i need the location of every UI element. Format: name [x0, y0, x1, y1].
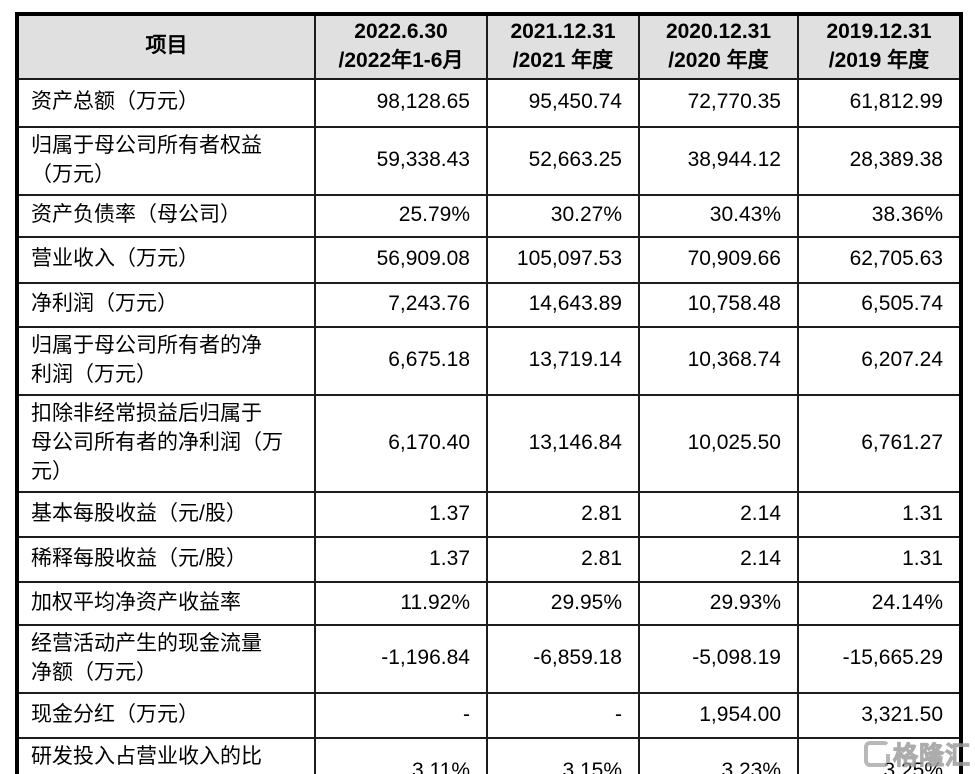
cell-value: 2.14 — [638, 490, 799, 538]
cell-value: 105,097.53 — [486, 235, 640, 284]
cell-value: 6,207.24 — [797, 325, 962, 396]
cell-value: - — [314, 691, 488, 739]
row-label: 基本每股收益（元/股） — [16, 490, 316, 538]
row-label: 研发投入占营业收入的比 例 — [16, 736, 316, 774]
cell-value: 7,243.76 — [314, 281, 488, 328]
cell-value: 3,321.50 — [797, 691, 962, 739]
cell-value: -15,665.29 — [797, 623, 962, 694]
cell-value: 6,505.74 — [797, 281, 962, 328]
cell-value: 14,643.89 — [486, 281, 640, 328]
cell-value: 1.37 — [314, 535, 488, 583]
table-row-net-profit: 净利润（万元） 7,243.76 14,643.89 10,758.48 6,5… — [16, 281, 962, 328]
cell-value: 1.31 — [797, 535, 962, 583]
table-row-parent-net-profit: 归属于母公司所有者的净 利润（万元） 6,675.18 13,719.14 10… — [16, 325, 962, 396]
row-label: 资产负债率（母公司） — [16, 193, 316, 238]
table-row-cash-dividend: 现金分红（万元） - - 1,954.00 3,321.50 — [16, 691, 962, 739]
table-row-parent-equity: 归属于母公司所有者权益 （万元） 59,338.43 52,663.25 38,… — [16, 125, 962, 196]
cell-value: 38,944.12 — [638, 125, 799, 196]
cell-value: 3.15% — [486, 736, 640, 774]
cell-value: 25.79% — [314, 193, 488, 238]
cell-value: 30.43% — [638, 193, 799, 238]
row-label: 归属于母公司所有者权益 （万元） — [16, 125, 316, 196]
row-label: 现金分红（万元） — [16, 691, 316, 739]
table-row-diluted-eps: 稀释每股收益（元/股） 1.37 2.81 2.14 1.31 — [16, 535, 962, 583]
cell-value: 6,170.40 — [314, 393, 488, 493]
table-row-basic-eps: 基本每股收益（元/股） 1.37 2.81 2.14 1.31 — [16, 490, 962, 538]
cell-value: 1.31 — [797, 490, 962, 538]
table-row-deducted-net-profit: 扣除非经常损益后归属于 母公司所有者的净利润（万 元） 6,170.40 13,… — [16, 393, 962, 493]
column-header-period-2022h1: 2022.6.30 /2022年1-6月 — [314, 13, 488, 80]
cell-value: 38.36% — [797, 193, 962, 238]
cell-value: 52,663.25 — [486, 125, 640, 196]
cell-value: 6,675.18 — [314, 325, 488, 396]
row-label: 营业收入（万元） — [16, 235, 316, 284]
cell-value: 13,146.84 — [486, 393, 640, 493]
cell-value: 29.95% — [486, 580, 640, 626]
table-row-total-assets: 资产总额（万元） 98,128.65 95,450.74 72,770.35 6… — [16, 77, 962, 128]
cell-value: -5,098.19 — [638, 623, 799, 694]
cell-value: 30.27% — [486, 193, 640, 238]
table-row-weighted-roe: 加权平均净资产收益率 11.92% 29.95% 29.93% 24.14% — [16, 580, 962, 626]
column-header-period-2019: 2019.12.31 /2019 年度 — [797, 13, 962, 80]
row-label: 扣除非经常损益后归属于 母公司所有者的净利润（万 元） — [16, 393, 316, 493]
cell-value: 1.37 — [314, 490, 488, 538]
cell-value: 70,909.66 — [638, 235, 799, 284]
cell-value: 95,450.74 — [486, 77, 640, 128]
cell-value: 2.81 — [486, 535, 640, 583]
cell-value: 10,368.74 — [638, 325, 799, 396]
cell-value: 10,758.48 — [638, 281, 799, 328]
cell-value: 13,719.14 — [486, 325, 640, 396]
row-label: 归属于母公司所有者的净 利润（万元） — [16, 325, 316, 396]
cell-value: 6,761.27 — [797, 393, 962, 493]
table-row-rd-ratio: 研发投入占营业收入的比 例 3.11% 3.15% 3.23% 3.25% — [16, 736, 962, 774]
column-header-period-2021: 2021.12.31 /2021 年度 — [486, 13, 640, 80]
column-header-period-2020: 2020.12.31 /2020 年度 — [638, 13, 799, 80]
cell-value: 3.11% — [314, 736, 488, 774]
cell-value: 61,812.99 — [797, 77, 962, 128]
table-row-revenue: 营业收入（万元） 56,909.08 105,097.53 70,909.66 … — [16, 235, 962, 284]
row-label: 净利润（万元） — [16, 281, 316, 328]
cell-value: 72,770.35 — [638, 77, 799, 128]
cell-value: 10,025.50 — [638, 393, 799, 493]
row-label: 稀释每股收益（元/股） — [16, 535, 316, 583]
cell-value: 11.92% — [314, 580, 488, 626]
financial-summary-table: 项目 2022.6.30 /2022年1-6月 2021.12.31 /2021… — [15, 12, 963, 774]
cell-value: 24.14% — [797, 580, 962, 626]
table-row-operating-cash-flow: 经营活动产生的现金流量 净额（万元） -1,196.84 -6,859.18 -… — [16, 623, 962, 694]
column-header-item: 项目 — [16, 13, 316, 80]
table-row-debt-ratio: 资产负债率（母公司） 25.79% 30.27% 30.43% 38.36% — [16, 193, 962, 238]
cell-value: 3.23% — [638, 736, 799, 774]
cell-value: - — [486, 691, 640, 739]
cell-value: -1,196.84 — [314, 623, 488, 694]
cell-value: 28,389.38 — [797, 125, 962, 196]
cell-value: 2.81 — [486, 490, 640, 538]
row-label: 资产总额（万元） — [16, 77, 316, 128]
cell-value: 3.25% — [797, 736, 962, 774]
header-row: 项目 2022.6.30 /2022年1-6月 2021.12.31 /2021… — [16, 13, 962, 80]
cell-value: 56,909.08 — [314, 235, 488, 284]
cell-value: 2.14 — [638, 535, 799, 583]
cell-value: 98,128.65 — [314, 77, 488, 128]
cell-value: 1,954.00 — [638, 691, 799, 739]
row-label: 加权平均净资产收益率 — [16, 580, 316, 626]
row-label: 经营活动产生的现金流量 净额（万元） — [16, 623, 316, 694]
cell-value: -6,859.18 — [486, 623, 640, 694]
cell-value: 59,338.43 — [314, 125, 488, 196]
cell-value: 62,705.63 — [797, 235, 962, 284]
cell-value: 29.93% — [638, 580, 799, 626]
